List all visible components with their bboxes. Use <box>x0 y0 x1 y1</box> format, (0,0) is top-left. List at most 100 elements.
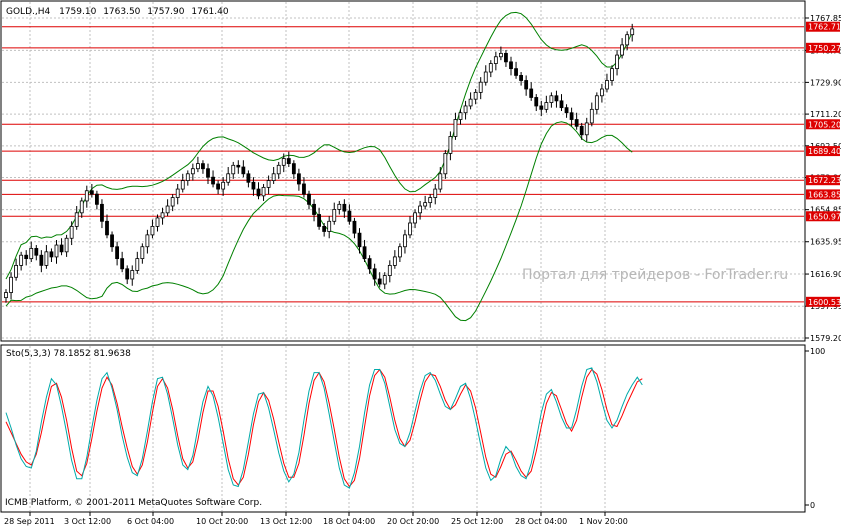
candle-body <box>206 168 210 178</box>
level-label: 1663.85 <box>808 190 841 199</box>
candle-body <box>140 246 145 260</box>
candle-body <box>150 225 155 236</box>
candle-body <box>54 244 59 258</box>
candle-body <box>296 173 301 185</box>
candle-body <box>539 105 544 110</box>
candle-body <box>605 80 609 90</box>
price-panel-frame <box>0 0 806 342</box>
candle-body <box>110 234 114 248</box>
candle-body <box>165 205 170 214</box>
candle-body <box>514 68 518 76</box>
candle-body <box>89 190 94 195</box>
candle-body <box>529 88 534 98</box>
candle-body <box>95 193 99 205</box>
candle-body <box>226 173 231 183</box>
candle-body <box>473 91 478 100</box>
candle-body <box>160 212 165 219</box>
candle-body <box>24 254 29 260</box>
level-label: 1750.27 <box>808 44 841 53</box>
candle-body <box>443 153 448 175</box>
level-label-box <box>806 146 840 157</box>
time-tick-label: 3 Oct 12:00 <box>64 517 111 526</box>
candle-body <box>569 112 574 120</box>
candle-body <box>307 193 311 205</box>
price-tick-label: 1767.85 <box>810 14 841 23</box>
candle-body <box>14 264 19 278</box>
level-label: 1689.40 <box>808 147 841 156</box>
candle-body <box>504 52 508 63</box>
candle-body <box>155 217 160 227</box>
candle-body <box>403 234 407 248</box>
stochastic-label: Sto(5,3,3) 78.1852 81.9638 <box>6 349 131 359</box>
candle-body <box>100 203 104 222</box>
level-label-box <box>806 175 840 186</box>
candle-body <box>418 205 423 214</box>
candle-body <box>342 203 347 212</box>
candle-body <box>387 264 392 276</box>
candle-body <box>34 248 39 256</box>
candle-body <box>392 256 397 266</box>
candle-body <box>221 181 226 190</box>
level-label: 1762.71 <box>808 23 841 32</box>
price-axis: 1767.851748.751729.901711.201692.501673.… <box>805 14 841 510</box>
candle-body <box>600 88 604 97</box>
candle-body <box>493 56 498 64</box>
time-tick-label: 28 Oct 04:00 <box>515 517 567 526</box>
candle-body <box>135 258 140 271</box>
candle-body <box>367 258 372 270</box>
candle-body <box>241 166 246 175</box>
stochastic-signal-line <box>5 367 643 489</box>
level-label-box <box>806 296 840 307</box>
time-tick-label: 28 Sep 2011 <box>4 517 55 526</box>
horizontal-levels <box>2 26 804 303</box>
candle-body <box>322 225 327 232</box>
candle-body <box>574 119 579 127</box>
level-label: 1650.97 <box>808 212 841 221</box>
candle-body <box>256 188 261 197</box>
candle-body <box>190 168 195 175</box>
candle-body <box>79 200 84 214</box>
candle-body <box>397 246 402 258</box>
candle-body <box>266 180 271 188</box>
candle-body <box>115 246 119 260</box>
candle-body <box>281 158 286 166</box>
candle-body <box>312 203 316 215</box>
level-label-box <box>806 211 840 222</box>
time-axis: 28 Sep 2011 3 Oct 12:00 6 Oct 04:00 10 Oct … <box>4 512 628 526</box>
level-label-box <box>806 189 840 200</box>
candle-body <box>317 214 322 227</box>
level-label: 1600.53 <box>808 298 841 307</box>
candle-body <box>448 136 453 154</box>
sto-tick-label: 100 <box>810 347 825 356</box>
candle-body <box>382 275 387 285</box>
candle-body <box>231 164 236 175</box>
time-tick-label: 1 Nov 20:00 <box>579 517 628 526</box>
candle-body <box>433 188 438 198</box>
candle-body <box>549 95 554 103</box>
candle-body <box>105 220 109 236</box>
candle-body <box>201 163 205 170</box>
candle-body <box>478 81 483 93</box>
candle-body <box>291 163 296 175</box>
candle-body <box>64 237 69 253</box>
candle-body <box>261 186 266 197</box>
candle-body <box>236 164 241 168</box>
candle-body <box>120 258 125 270</box>
level-label-box <box>806 119 840 130</box>
candle-body <box>579 125 584 136</box>
candle-body <box>438 173 443 190</box>
candle-body <box>620 44 624 56</box>
candle-body <box>4 292 8 299</box>
candle-body <box>185 173 190 181</box>
candle-body <box>413 212 417 224</box>
level-labels: 1762.71 1750.27 1705.20 1689.40 1672.23 1663.… <box>806 21 841 307</box>
time-tick-label: 6 Oct 04:00 <box>127 517 174 526</box>
candle-body <box>408 222 412 236</box>
candle-body <box>519 75 523 81</box>
candle-body <box>69 225 74 239</box>
watermark: Портал для трейдеров - ForTrader.ru <box>522 267 788 283</box>
candle-body <box>524 80 529 90</box>
candle-body <box>271 173 276 181</box>
candle-body <box>509 61 513 70</box>
